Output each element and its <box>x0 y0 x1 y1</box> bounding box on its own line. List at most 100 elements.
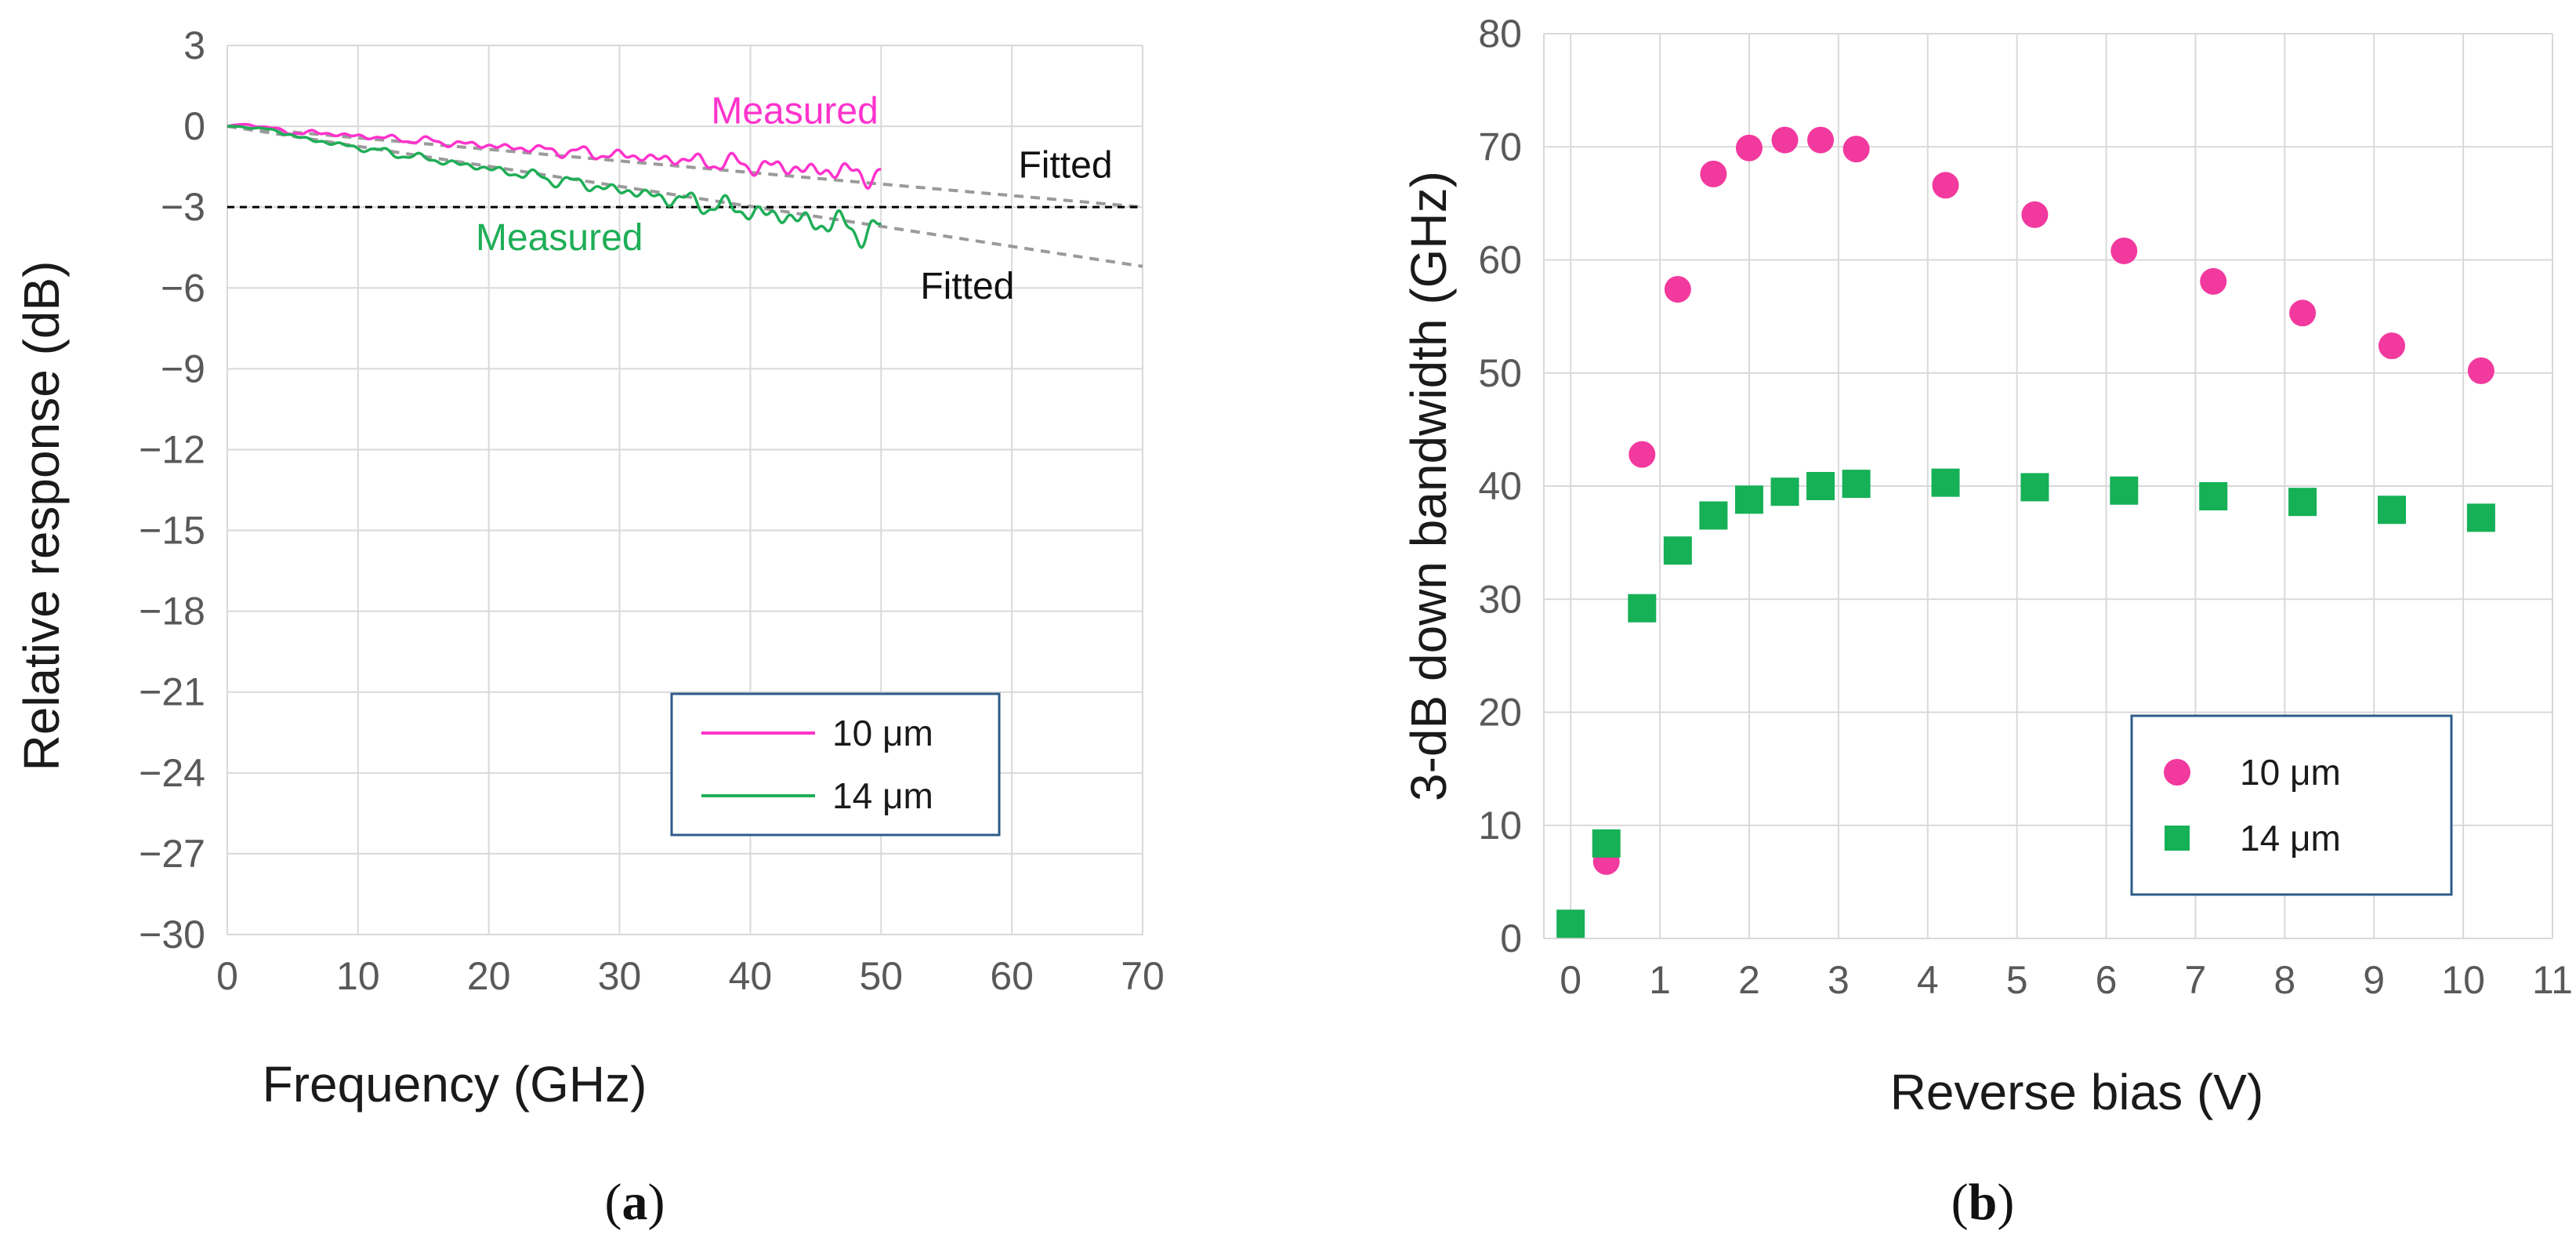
panel-b-point-14um <box>1734 485 1763 514</box>
panel-a-y-axis-title: Relative response (dB) <box>13 261 70 771</box>
panel-a-y-tick-label: 0 <box>183 104 205 148</box>
panel-b-point-14um <box>1770 477 1799 506</box>
panel-b-point-10um <box>2200 267 2227 295</box>
panel-a-annotation-measured: Measured <box>711 91 878 132</box>
panel-b-series <box>1556 126 2495 938</box>
panel-b-x-tick-label: 2 <box>1738 958 1760 1002</box>
panel-a-x-tick-label: 60 <box>990 954 1034 998</box>
panel-a-y-tick-label: −3 <box>161 185 205 229</box>
panel-b-y-tick-label: 80 <box>1478 12 1522 56</box>
panel-b-point-14um <box>2466 503 2495 532</box>
panel-b-y-tick-label: 30 <box>1478 577 1522 621</box>
panel-b-x-tick-label: 4 <box>1917 958 1939 1002</box>
panel-a-label-letter: a <box>622 1174 648 1231</box>
panel-b-point-14um <box>1699 501 1728 530</box>
panel-a-y-tick-label: −15 <box>139 509 205 553</box>
panel-b-y-tick-label: 10 <box>1478 804 1522 848</box>
panel-a-x-tick-label: 10 <box>336 954 380 998</box>
panel-b-point-14um <box>2377 495 2406 524</box>
panel-a-annotation-fitted: Fitted <box>920 266 1014 307</box>
panel-a-x-tick-labels: 0 10 20 30 40 50 60 70 <box>216 954 1165 998</box>
panel-b-x-tick-labels: 0 1 2 3 4 5 6 7 8 9 10 11 <box>1560 958 2573 1002</box>
panel-a-y-tick-labels: 3 0 −3 −6 −9 −12 −15 −18 −21 −24 −27 −30 <box>139 24 205 956</box>
panel-a-label: (a) <box>605 1174 665 1231</box>
panel-b-y-tick-label: 20 <box>1478 691 1522 735</box>
panel-a-y-tick-label: −9 <box>161 347 205 390</box>
panel-b-legend-box <box>2130 714 2453 896</box>
panel-a-x-tick-label: 0 <box>216 954 238 998</box>
panel-a-y-tick-label: −24 <box>139 751 205 795</box>
panel-b-y-tick-labels: 0 10 20 30 40 50 60 70 80 <box>1478 12 1522 960</box>
panel-a-y-tick-label: −21 <box>139 670 205 714</box>
panel-b-x-axis-title: Reverse bias (V) <box>1890 1064 2264 1120</box>
panel-b-point-10um <box>1842 136 1870 163</box>
panel-b-point-14um <box>2020 473 2049 502</box>
panel-a-x-tick-label: 30 <box>598 954 642 998</box>
panel-b-point-10um <box>2378 332 2405 360</box>
panel-b-point-14um <box>1806 472 1835 500</box>
panel-b-point-14um <box>1592 829 1621 858</box>
panel-b-legend: 10 μm 14 μm <box>2130 714 2453 896</box>
panel-a-legend-box <box>670 692 1001 837</box>
panel-a-legend-label-10um: 10 μm <box>832 713 933 753</box>
panel-b-point-14um <box>2110 476 2139 505</box>
panel-b-legend-marker-14um <box>2165 826 2190 851</box>
panel-a-y-tick-label: −12 <box>139 427 205 471</box>
panel-b-x-tick-label: 7 <box>2185 958 2207 1002</box>
panel-b-x-tick-label: 8 <box>2273 958 2295 1002</box>
panel-a-measured-10um-trace <box>226 122 882 191</box>
panel-a-x-tick-label: 20 <box>467 954 511 998</box>
panel-b-y-tick-label: 40 <box>1478 464 1522 508</box>
panel-b-legend-label-14um: 14 μm <box>2240 818 2341 858</box>
panel-b-x-tick-label: 3 <box>1828 958 1850 1002</box>
panel-a-y-tick-label: −27 <box>139 832 205 876</box>
panel-b-y-tick-label: 70 <box>1478 125 1522 169</box>
panel-a-fitted-line-0 <box>226 125 1143 209</box>
panel-a-legend: 10 μm 14 μm <box>670 692 1001 837</box>
panel-b-point-10um <box>2289 299 2317 327</box>
panel-a-annotations: Measured Fitted Measured Fitted <box>476 91 1113 307</box>
panel-a-y-tick-label: −18 <box>139 590 205 633</box>
panel-b-point-10um <box>1629 441 1656 468</box>
panel-b-x-tick-label: 6 <box>2096 958 2118 1002</box>
panel-b-point-10um <box>2110 237 2138 264</box>
panel-a-x-tick-label: 50 <box>859 954 903 998</box>
panel-b-y-axis-title: 3-dB down bandwidth (GHz) <box>1400 171 1457 801</box>
panel-a-label-close: ) <box>648 1174 665 1231</box>
panel-b-point-14um <box>1931 468 1960 497</box>
panel-b-x-tick-label: 0 <box>1560 958 1581 1002</box>
panel-a-x-axis-title: Frequency (GHz) <box>263 1056 647 1113</box>
panel-b-point-14um <box>2199 481 2228 510</box>
panel-b-point-10um <box>1700 160 1727 187</box>
panel-a-series <box>226 122 1143 268</box>
panel-b-chart: 0 10 20 30 40 50 60 70 80 0 1 2 3 4 5 6 7 8 9 10 11 Reverse… <box>1400 12 2573 1231</box>
panel-b-label-letter: b <box>1969 1174 1998 1231</box>
panel-a-y-tick-label: −30 <box>139 913 205 956</box>
panel-a-legend-label-14um: 14 μm <box>832 775 933 816</box>
panel-b-y-tick-label: 50 <box>1478 351 1522 395</box>
panel-b-legend-marker-10um <box>2164 759 2190 786</box>
panel-a-y-tick-label: −6 <box>161 266 205 310</box>
panel-a-annotation-measured: Measured <box>476 217 643 259</box>
panel-b-point-10um <box>1771 126 1799 154</box>
panel-b-label: (b) <box>1951 1174 2015 1231</box>
panel-b-y-tick-label: 0 <box>1500 917 1522 960</box>
panel-b-point-10um <box>1932 172 1959 199</box>
panel-b-x-tick-label: 11 <box>2532 958 2573 1002</box>
panel-b-legend-label-10um: 10 μm <box>2240 752 2341 793</box>
panel-a-annotation-fitted: Fitted <box>1018 144 1112 186</box>
panel-a-chart: 30 −3 −6 −9 −12 −15 −18 −21 −24 −27 −30 0 10 20 30 40 5… <box>13 24 1165 1231</box>
panel-b-x-tick-label: 5 <box>2006 958 2028 1002</box>
panel-a-x-tick-label: 70 <box>1121 954 1165 998</box>
panel-b-point-10um <box>1807 126 1835 154</box>
panel-b-x-tick-label: 9 <box>2363 958 2385 1002</box>
panel-b-point-14um <box>1628 593 1657 622</box>
panel-b-x-tick-label: 1 <box>1649 958 1671 1002</box>
panel-b-point-10um <box>2467 357 2494 384</box>
panel-a-measured-14um-trace <box>226 125 882 249</box>
panel-b-point-10um <box>2021 201 2049 228</box>
panel-b-label-open: ( <box>1951 1174 1969 1231</box>
panel-a-x-tick-label: 40 <box>729 954 773 998</box>
panel-b-x-tick-label: 10 <box>2441 958 2485 1002</box>
